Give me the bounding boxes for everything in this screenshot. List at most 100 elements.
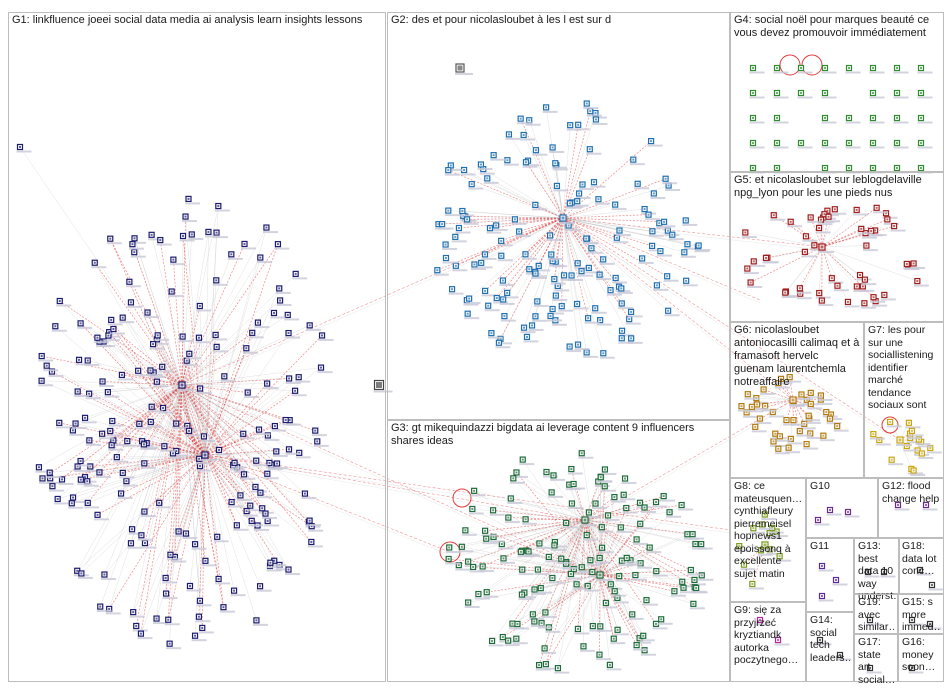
- user-node-icon[interactable]: [596, 317, 612, 326]
- user-node-icon[interactable]: [72, 420, 88, 430]
- user-node-icon[interactable]: [500, 313, 516, 322]
- user-node-icon[interactable]: [546, 232, 562, 241]
- user-node-icon[interactable]: [264, 432, 280, 441]
- user-node-icon[interactable]: [442, 241, 458, 251]
- user-node-icon[interactable]: [532, 147, 548, 156]
- user-node-icon[interactable]: [256, 489, 272, 499]
- user-node-icon[interactable]: [220, 373, 236, 382]
- user-node-icon[interactable]: [263, 380, 279, 390]
- user-node-icon[interactable]: [656, 248, 672, 257]
- user-node-icon[interactable]: [239, 430, 255, 440]
- user-node-icon[interactable]: [254, 319, 270, 329]
- user-node-icon[interactable]: [574, 260, 590, 269]
- user-node-icon[interactable]: [38, 377, 54, 387]
- user-node-icon[interactable]: [213, 533, 229, 543]
- user-node-icon[interactable]: [486, 225, 502, 234]
- user-node-icon[interactable]: [162, 574, 178, 584]
- user-node-icon[interactable]: [200, 433, 216, 442]
- user-node-icon[interactable]: [499, 555, 515, 564]
- user-node-icon[interactable]: [523, 333, 539, 343]
- user-node-icon[interactable]: [85, 437, 101, 446]
- user-node-icon[interactable]: [186, 582, 202, 592]
- user-node-icon[interactable]: [140, 508, 156, 518]
- user-node-icon[interactable]: [77, 476, 93, 486]
- user-node-icon[interactable]: [77, 320, 93, 329]
- user-node-icon[interactable]: [153, 378, 169, 388]
- user-node-icon[interactable]: [256, 583, 272, 592]
- user-node-icon[interactable]: [252, 617, 268, 626]
- user-node-icon[interactable]: [647, 138, 663, 147]
- user-node-icon[interactable]: [285, 329, 301, 339]
- user-node-icon[interactable]: [594, 196, 610, 205]
- user-node-icon[interactable]: [140, 441, 156, 450]
- user-node-icon[interactable]: [270, 309, 286, 319]
- user-node-icon[interactable]: [178, 381, 194, 391]
- user-node-icon[interactable]: [231, 459, 247, 469]
- user-node-icon[interactable]: [84, 499, 100, 509]
- user-node-icon[interactable]: [201, 451, 217, 461]
- user-node-icon[interactable]: [583, 100, 599, 110]
- user-node-icon[interactable]: [185, 195, 201, 205]
- user-node-icon[interactable]: [481, 287, 497, 297]
- user-node-icon[interactable]: [664, 307, 680, 317]
- user-node-icon[interactable]: [185, 427, 201, 437]
- user-node-icon[interactable]: [517, 115, 533, 125]
- user-node-icon[interactable]: [284, 311, 300, 321]
- user-node-icon[interactable]: [256, 254, 272, 264]
- user-node-icon[interactable]: [566, 200, 582, 209]
- user-node-icon[interactable]: [307, 538, 323, 548]
- user-node-icon[interactable]: [132, 622, 148, 632]
- user-node-icon[interactable]: [680, 249, 696, 258]
- user-node-icon[interactable]: [182, 530, 198, 540]
- user-node-icon[interactable]: [575, 190, 591, 199]
- user-node-icon[interactable]: [695, 242, 711, 252]
- user-node-icon[interactable]: [553, 182, 569, 192]
- user-node-icon[interactable]: [179, 333, 195, 343]
- user-node-icon[interactable]: [660, 218, 676, 228]
- user-node-icon[interactable]: [566, 122, 582, 131]
- user-node-icon[interactable]: [618, 300, 634, 309]
- user-node-icon[interactable]: [246, 502, 262, 512]
- user-node-icon[interactable]: [134, 367, 150, 377]
- user-node-icon[interactable]: [129, 609, 145, 618]
- user-node-icon[interactable]: [497, 237, 513, 247]
- user-node-icon[interactable]: [295, 374, 311, 383]
- user-node-icon[interactable]: [46, 475, 62, 484]
- user-node-icon[interactable]: [573, 300, 589, 310]
- user-node-icon[interactable]: [444, 167, 460, 176]
- user-node-icon[interactable]: [468, 181, 484, 190]
- user-node-icon[interactable]: [662, 175, 678, 185]
- user-node-icon[interactable]: [313, 438, 329, 447]
- user-node-icon[interactable]: [91, 259, 107, 269]
- user-node-icon[interactable]: [233, 522, 249, 531]
- user-node-icon[interactable]: [547, 312, 563, 322]
- user-node-icon[interactable]: [499, 277, 515, 287]
- user-node-icon[interactable]: [274, 241, 290, 250]
- user-node-icon[interactable]: [122, 478, 138, 487]
- user-node-icon[interactable]: [230, 587, 246, 597]
- user-node-icon[interactable]: [35, 464, 51, 473]
- user-node-icon[interactable]: [505, 131, 521, 140]
- user-node-icon[interactable]: [113, 454, 129, 463]
- user-node-icon[interactable]: [125, 278, 141, 288]
- user-node-icon[interactable]: [612, 274, 628, 284]
- user-node-icon[interactable]: [683, 241, 699, 250]
- user-node-icon[interactable]: [127, 299, 143, 308]
- user-node-icon[interactable]: [599, 350, 615, 359]
- user-node-icon[interactable]: [46, 469, 62, 479]
- user-node-icon[interactable]: [95, 469, 111, 478]
- user-node-icon[interactable]: [533, 298, 549, 307]
- user-node-icon[interactable]: [140, 460, 156, 469]
- user-node-icon[interactable]: [100, 571, 116, 581]
- user-node-icon[interactable]: [292, 270, 308, 280]
- user-node-icon[interactable]: [236, 492, 252, 501]
- user-node-icon[interactable]: [16, 143, 32, 153]
- user-node-icon[interactable]: [311, 427, 327, 437]
- user-node-icon[interactable]: [255, 426, 271, 436]
- user-node-icon[interactable]: [48, 483, 64, 492]
- user-node-icon[interactable]: [599, 256, 615, 265]
- user-node-icon[interactable]: [43, 362, 59, 372]
- user-node-icon[interactable]: [104, 332, 120, 342]
- user-node-icon[interactable]: [98, 430, 114, 440]
- user-node-icon[interactable]: [118, 371, 134, 381]
